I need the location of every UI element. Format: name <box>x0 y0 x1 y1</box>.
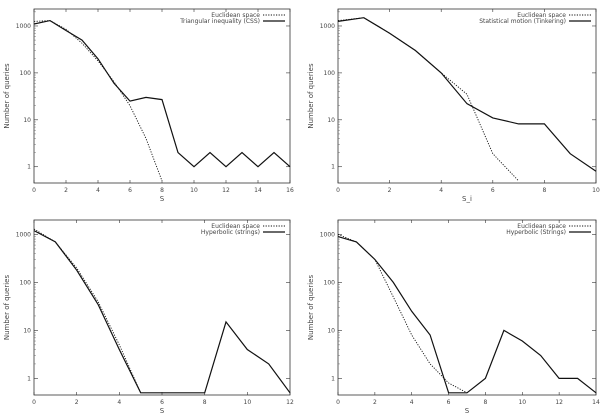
series-line-euclidean <box>337 17 519 182</box>
x-tick-label: 12 <box>555 399 563 406</box>
legend-label: Euclidean space <box>517 223 566 230</box>
x-tick-label: 10 <box>244 399 252 406</box>
panel-top-left: 0 2 4 6 8 10 12 14 16 1 10 100 1000 S Number of querie… <box>3 8 294 203</box>
x-tick-label: 4 <box>410 399 414 406</box>
x-tick-label: 0 <box>336 399 340 406</box>
y-tick-label: 1000 <box>16 231 31 238</box>
x-tick-label: 8 <box>484 399 488 406</box>
y-tick-label: 100 <box>20 279 32 286</box>
y-tick-label: 10 <box>327 117 335 124</box>
x-tick-label: 10 <box>592 187 600 194</box>
x-tick-label: 6 <box>160 399 164 406</box>
y-tick-label: 1000 <box>320 231 335 238</box>
series-line-comparison <box>33 230 291 394</box>
x-tick-label: 4 <box>117 399 121 406</box>
plot-frame <box>337 219 597 396</box>
legend-label: Euclidean space <box>211 223 260 230</box>
x-tick-label: 0 <box>32 187 36 194</box>
y-tick-label: 10 <box>23 117 31 124</box>
x-tick-label: 6 <box>447 399 451 406</box>
x-axis-label: S <box>465 407 470 415</box>
x-tick-label: 0 <box>32 399 36 406</box>
x-axis-label: S <box>160 407 165 415</box>
legend-label: Hyperbolic (Strings) <box>506 229 566 236</box>
legend-label: Statistical motion (Tinkering) <box>479 18 566 25</box>
y-tick-label: 1000 <box>320 23 335 30</box>
x-tick-label: 8 <box>160 187 164 194</box>
x-tick-label: 2 <box>388 187 392 194</box>
y-tick-label: 10 <box>327 327 335 334</box>
y-axis-label: Number of queries <box>3 275 11 341</box>
plot-frame <box>33 219 291 396</box>
x-tick-label: 16 <box>286 187 294 194</box>
y-axis-label: Number of queries <box>3 63 11 129</box>
x-tick-label: 14 <box>254 187 262 194</box>
x-tick-label: 2 <box>75 399 79 406</box>
x-tick-label: 6 <box>128 187 132 194</box>
x-tick-label: 10 <box>518 399 526 406</box>
x-tick-label: 8 <box>542 187 546 194</box>
y-tick-label: 1 <box>27 375 31 382</box>
legend-label: Euclidean space <box>211 12 260 19</box>
series-line-comparison <box>337 17 597 172</box>
series-line-euclidean <box>33 20 163 182</box>
y-axis-label: Number of queries <box>307 275 315 341</box>
y-tick-label: 1 <box>331 164 335 171</box>
x-axis-label: S <box>160 195 165 203</box>
y-tick-label: 10 <box>23 327 31 334</box>
series-line-euclidean <box>337 233 468 394</box>
series-line-comparison <box>337 236 597 394</box>
panel-bottom-left: 0 2 4 6 8 10 12 1 10 100 1000 S Number of queries Euc… <box>3 219 294 415</box>
y-tick-label: 1 <box>27 164 31 171</box>
y-axis-label: Number of queries <box>307 63 315 129</box>
y-tick-label: 100 <box>20 70 32 77</box>
y-tick-label: 1000 <box>16 23 31 30</box>
series-line-euclidean <box>33 228 142 393</box>
x-tick-label: 2 <box>373 399 377 406</box>
legend-label: Euclidean space <box>517 12 566 19</box>
y-tick-label: 100 <box>324 279 336 286</box>
plot-frame <box>337 8 597 184</box>
x-tick-label: 4 <box>96 187 100 194</box>
y-tick-label: 100 <box>324 70 336 77</box>
panel-bottom-right: 0 2 4 6 8 10 12 14 1 10 100 1000 S Number of queries E… <box>307 219 600 415</box>
x-tick-label: 12 <box>286 399 294 406</box>
y-tick-label: 1 <box>331 375 335 382</box>
x-axis-label: S_i <box>462 195 472 203</box>
x-tick-label: 12 <box>222 187 230 194</box>
legend-label: Hyperbolic (strings) <box>201 229 260 236</box>
plot-frame <box>33 8 291 184</box>
x-tick-label: 8 <box>203 399 207 406</box>
panel-top-right: 0 2 4 6 8 10 1 10 100 1000 S_i Number of queries Euc… <box>307 8 600 203</box>
x-tick-label: 2 <box>64 187 68 194</box>
x-tick-label: 0 <box>336 187 340 194</box>
legend-label: Triangular inequality (CSS) <box>179 18 260 25</box>
series-line-comparison <box>33 19 291 168</box>
x-tick-label: 14 <box>592 399 600 406</box>
x-tick-label: 4 <box>439 187 443 194</box>
x-tick-label: 10 <box>190 187 198 194</box>
x-tick-label: 6 <box>491 187 495 194</box>
